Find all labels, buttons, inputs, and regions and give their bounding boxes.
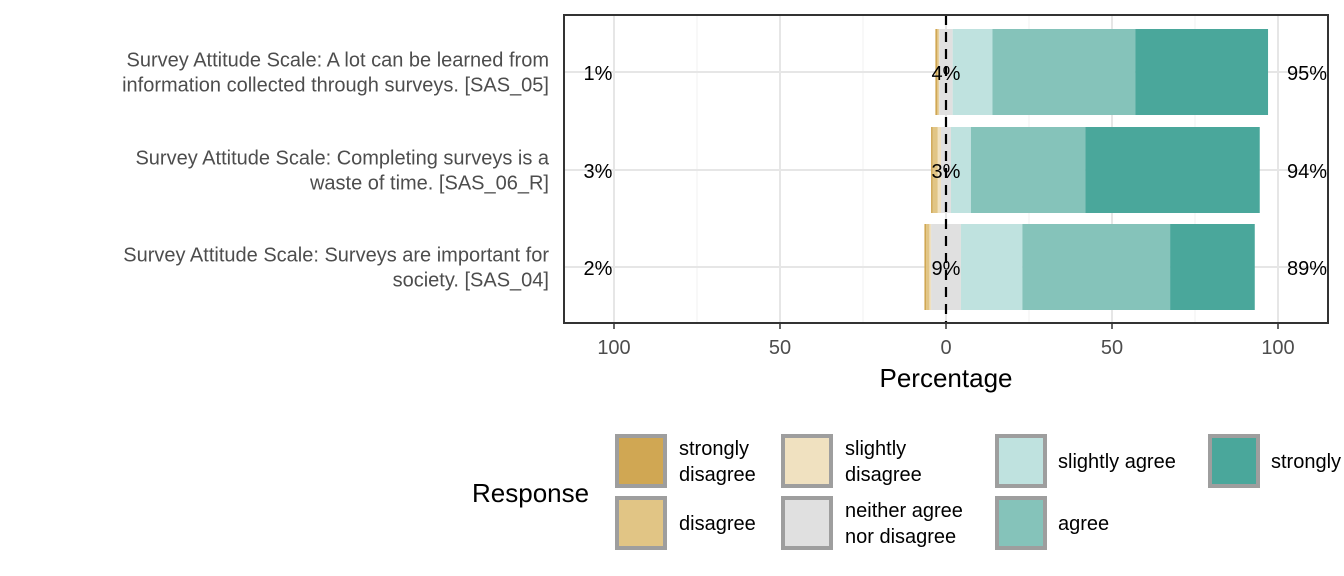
legend-label: disagree [679,513,756,535]
bar-segment [1170,224,1255,310]
category-labels: Survey Attitude Scale: A lot can be lear… [122,50,550,292]
bar-segment [952,29,993,115]
legend-key [995,496,1047,550]
legend-label: nor disagree [845,526,956,548]
bar-segment [926,224,930,310]
legend-label: strongly [679,438,749,460]
bar-segment [1085,127,1260,213]
bar-segment [960,224,1023,310]
bar-segment [970,127,1086,213]
x-tick-labels: 100 50 0 50 100 [597,323,1295,359]
x-tick-label: 50 [769,337,791,359]
bar-segment [938,29,940,115]
legend-label: disagree [679,464,756,486]
legend-key [615,496,667,550]
bar-segment [992,29,1136,115]
legend-label: strongly [1271,451,1341,473]
legend-label: agree [1058,513,1109,535]
x-tick-label: 100 [1261,337,1294,359]
category-label: Survey Attitude Scale: Completing survey… [135,148,549,170]
bar-segment [950,127,971,213]
left-percent-label: 3% [584,161,613,183]
category-label: Survey Attitude Scale: A lot can be lear… [127,50,549,72]
bar-segment [939,29,946,115]
legend-label: slightly [845,438,906,460]
bar-segment [1135,29,1269,115]
bar-segment [931,127,933,213]
x-axis-title: Percentage [880,363,1013,393]
x-tick-label: 100 [597,337,630,359]
bar-segment [946,29,953,115]
bar-segment [929,224,932,310]
bars [924,29,1269,310]
legend-label: disagree [845,464,922,486]
left-percent-label: 2% [584,258,613,280]
legend-key [781,496,833,550]
neutral-percent-label: 9% [932,258,961,280]
x-tick-label: 0 [940,337,951,359]
legend-label: neither agree [845,500,963,522]
legend-key [781,434,833,488]
category-label: waste of time. [SAS_06_R] [309,173,549,195]
legend-key [995,434,1047,488]
bar-segment [946,127,951,213]
legend-label: slightly agree [1058,451,1176,473]
right-percent-label: 89% [1287,258,1327,280]
bar-segment [946,224,961,310]
right-percent-label: 95% [1287,63,1327,85]
percent-labels: 1% 4% 95% 3% 3% 94% 2% 9% 89% [584,63,1328,280]
bar-segment [937,127,942,213]
legend-title: Response [472,478,589,508]
legend: Response strongly disagree disagree slightl… [472,434,1341,550]
left-percent-label: 1% [584,63,613,85]
category-label: information collected through surveys. [… [122,75,549,97]
category-label: Survey Attitude Scale: Surveys are impor… [123,245,549,267]
bar-segment [924,224,927,310]
bar-segment [937,29,939,115]
legend-key [615,434,667,488]
bar-segment [931,224,946,310]
legend-key [1208,434,1260,488]
category-label: society. [SAS_04] [393,270,549,292]
right-percent-label: 94% [1287,161,1327,183]
bar-segment [935,29,938,115]
bar-segment [932,127,938,213]
neutral-percent-label: 3% [932,161,961,183]
neutral-percent-label: 4% [932,63,961,85]
bar-segment [1022,224,1171,310]
bar-segment [941,127,946,213]
x-tick-label: 50 [1101,337,1123,359]
